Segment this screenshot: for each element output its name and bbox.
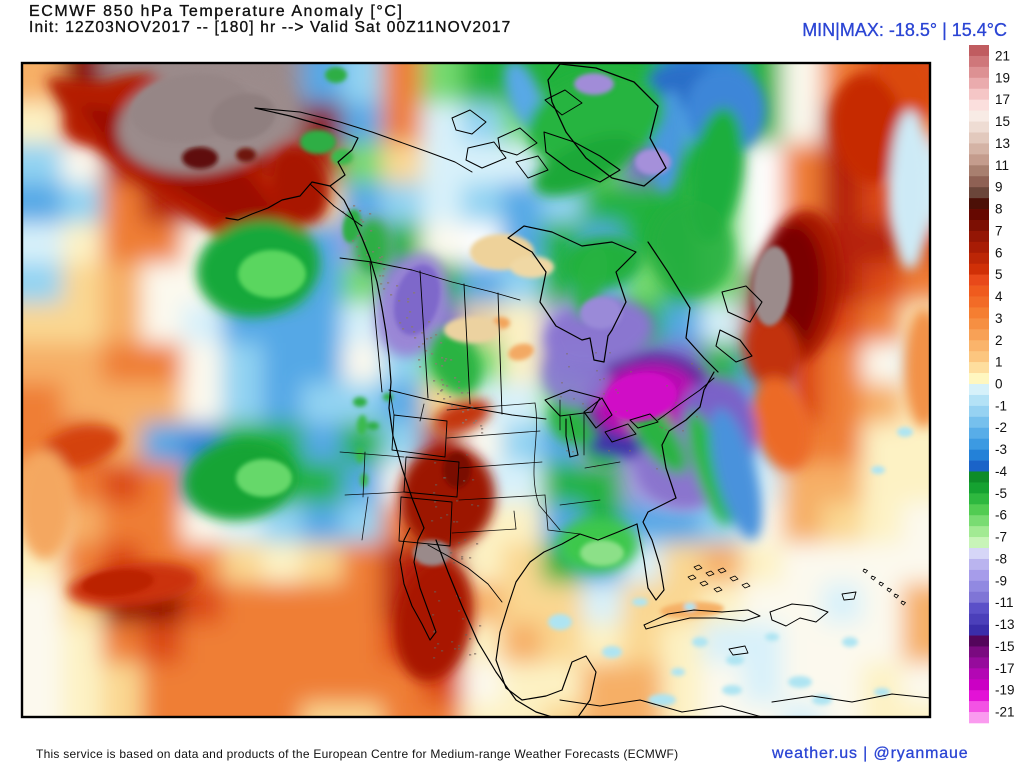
svg-text:0: 0 xyxy=(995,377,1003,392)
svg-text:-8: -8 xyxy=(995,552,1007,567)
svg-text:2: 2 xyxy=(995,333,1003,348)
svg-text:-1: -1 xyxy=(995,398,1007,413)
svg-text:-5: -5 xyxy=(995,486,1007,501)
svg-text:11: 11 xyxy=(995,158,1009,173)
svg-text:3: 3 xyxy=(995,311,1003,326)
svg-text:5: 5 xyxy=(995,267,1003,282)
svg-text:9: 9 xyxy=(995,180,1003,195)
svg-text:21: 21 xyxy=(995,48,1010,63)
svg-text:7: 7 xyxy=(995,223,1003,238)
svg-text:17: 17 xyxy=(995,92,1010,107)
svg-text:19: 19 xyxy=(995,70,1010,85)
svg-text:8: 8 xyxy=(995,202,1003,217)
svg-text:4: 4 xyxy=(995,289,1003,304)
svg-text:1: 1 xyxy=(995,355,1003,370)
svg-text:-21: -21 xyxy=(995,705,1015,720)
svg-text:-13: -13 xyxy=(995,617,1015,632)
svg-text:6: 6 xyxy=(995,245,1003,260)
svg-text:-3: -3 xyxy=(995,442,1007,457)
svg-text:-2: -2 xyxy=(995,420,1007,435)
svg-text:-7: -7 xyxy=(995,530,1007,545)
svg-text:-11: -11 xyxy=(995,595,1014,610)
svg-text:-4: -4 xyxy=(995,464,1007,479)
svg-text:13: 13 xyxy=(995,136,1010,151)
svg-text:-6: -6 xyxy=(995,508,1007,523)
svg-text:-19: -19 xyxy=(995,683,1015,698)
svg-text:-17: -17 xyxy=(995,661,1015,676)
svg-text:-9: -9 xyxy=(995,573,1007,588)
svg-text:-15: -15 xyxy=(995,639,1015,654)
svg-text:15: 15 xyxy=(995,114,1010,129)
